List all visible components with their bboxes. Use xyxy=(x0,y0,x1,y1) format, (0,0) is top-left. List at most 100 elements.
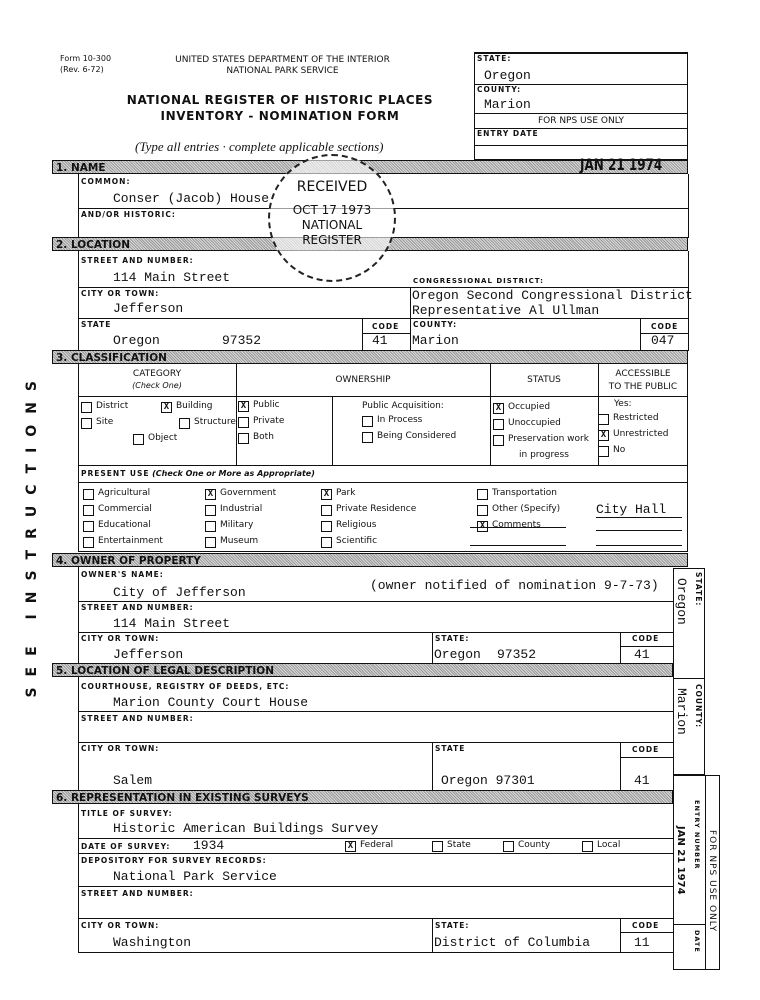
status-continued: in progress xyxy=(519,450,569,460)
legal-city[interactable]: Salem xyxy=(113,773,153,788)
side-nps-only: FOR NPS USE ONLY xyxy=(707,830,717,933)
checkbox[interactable] xyxy=(83,505,94,516)
checkbox-label: Unoccupied xyxy=(508,418,561,428)
checkbox[interactable] xyxy=(432,841,443,852)
side-county-label: COUNTY: xyxy=(694,684,703,729)
checkbox-label: Restricted xyxy=(613,413,659,423)
legal-state[interactable]: Oregon 97301 xyxy=(441,773,535,788)
checkbox-label: Religious xyxy=(336,520,377,530)
checkbox[interactable] xyxy=(83,521,94,532)
checkbox[interactable] xyxy=(477,505,488,516)
checkbox-label: Site xyxy=(96,417,114,427)
form-rev: (Rev. 6-72) xyxy=(60,65,104,74)
street[interactable]: 114 Main Street xyxy=(113,270,231,285)
checkbox-label: Private xyxy=(253,416,285,426)
dept: UNITED STATES DEPARTMENT OF THE INTERIOR xyxy=(175,55,390,65)
checkbox[interactable]: X xyxy=(205,489,216,500)
depo-state-label: STATE: xyxy=(435,921,470,930)
checkbox[interactable] xyxy=(362,432,373,443)
checkbox[interactable]: X xyxy=(493,403,504,414)
checkbox[interactable] xyxy=(205,505,216,516)
checkbox-label: Comments xyxy=(492,520,541,530)
checkbox[interactable]: X xyxy=(161,402,172,413)
checkbox[interactable] xyxy=(362,416,373,427)
depo-city[interactable]: Washington xyxy=(113,935,192,950)
checkbox[interactable] xyxy=(321,521,332,532)
courthouse[interactable]: Marion County Court House xyxy=(113,695,309,710)
checkbox[interactable]: X xyxy=(477,521,488,532)
checkbox-label: Educational xyxy=(98,520,151,530)
checkbox[interactable] xyxy=(582,841,593,852)
owner-zip[interactable]: 97352 xyxy=(497,647,537,662)
checkbox[interactable] xyxy=(493,419,504,430)
checkbox-label: Unrestricted xyxy=(613,429,669,439)
checkbox[interactable] xyxy=(238,433,249,444)
owner-street-label: STREET AND NUMBER: xyxy=(81,603,194,612)
checkbox-label: Entertainment xyxy=(98,536,163,546)
checkbox[interactable] xyxy=(205,537,216,548)
title-line1: NATIONAL REGISTER OF HISTORIC PLACES xyxy=(126,93,434,107)
checkbox[interactable]: X xyxy=(598,430,609,441)
checkbox[interactable] xyxy=(205,521,216,532)
depo-state[interactable]: District of Columbia xyxy=(434,935,591,950)
district-line1[interactable]: Oregon Second Congressional District xyxy=(412,288,693,303)
checkbox[interactable]: X xyxy=(321,489,332,500)
checkbox[interactable] xyxy=(179,418,190,429)
stamp-date: OCT 17 1973 xyxy=(292,203,372,217)
checkbox[interactable] xyxy=(321,505,332,516)
zip[interactable]: 97352 xyxy=(222,333,262,348)
stamp-received: RECEIVED xyxy=(296,179,368,195)
checkbox[interactable]: X xyxy=(345,841,356,852)
legal-code[interactable]: 41 xyxy=(634,773,650,788)
checkbox-label: Structure xyxy=(194,417,236,427)
county-code[interactable]: 047 xyxy=(651,333,675,348)
checkbox[interactable] xyxy=(81,418,92,429)
survey-title[interactable]: Historic American Buildings Survey xyxy=(113,821,379,836)
district-line2[interactable]: Representative Al Ullman xyxy=(412,303,600,318)
state-code[interactable]: 41 xyxy=(372,333,388,348)
checkbox-label: Agricultural xyxy=(98,488,151,498)
received-stamp: RECEIVED OCT 17 1973 NATIONAL REGISTER xyxy=(268,154,396,282)
depo-city-label: CITY OR TOWN: xyxy=(81,921,160,930)
instructions: (Type all entries · complete applicable … xyxy=(135,139,384,154)
checkbox[interactable] xyxy=(493,435,504,446)
checkbox[interactable] xyxy=(598,414,609,425)
checkbox[interactable] xyxy=(598,446,609,457)
side-date-label: DATE xyxy=(693,930,701,953)
owner-street[interactable]: 114 Main Street xyxy=(113,616,231,631)
checkbox-label: Industrial xyxy=(220,504,263,514)
owner-state[interactable]: Oregon xyxy=(434,647,481,662)
checkbox[interactable] xyxy=(133,434,144,445)
side-entry-stamp: JAN 21 1974 xyxy=(675,826,686,895)
county[interactable]: Marion xyxy=(412,333,459,348)
status-header: STATUS xyxy=(527,375,561,385)
common-name[interactable]: Conser (Jacob) House xyxy=(113,191,270,206)
checkbox[interactable] xyxy=(81,402,92,413)
owner-name[interactable]: City of Jefferson xyxy=(113,585,246,600)
owner-name-label: OWNER'S NAME: xyxy=(81,570,164,579)
comments-value[interactable]: City Hall xyxy=(596,502,682,518)
side-state: Oregon xyxy=(674,578,689,625)
checkbox[interactable] xyxy=(321,537,332,548)
depository[interactable]: National Park Service xyxy=(113,869,277,884)
checkbox[interactable] xyxy=(83,537,94,548)
ownership-header: OWNERSHIP xyxy=(335,375,391,385)
present-use-hint: (Check One or More as Appropriate) xyxy=(152,469,315,478)
state[interactable]: Oregon xyxy=(113,333,160,348)
city[interactable]: Jefferson xyxy=(113,301,184,316)
checkbox[interactable] xyxy=(238,417,249,428)
checkbox[interactable] xyxy=(83,489,94,500)
survey-date[interactable]: 1934 xyxy=(193,838,225,853)
nps-only: FOR NPS USE ONLY xyxy=(537,116,625,126)
legal-code-label: CODE xyxy=(632,745,660,754)
checkbox-label: Scientific xyxy=(336,536,378,546)
owner-city[interactable]: Jefferson xyxy=(113,647,184,662)
checkbox[interactable]: X xyxy=(238,401,249,412)
checkbox[interactable] xyxy=(477,489,488,500)
owner-code[interactable]: 41 xyxy=(634,647,650,662)
survey-title-label: TITLE OF SURVEY: xyxy=(81,809,173,818)
checkbox[interactable] xyxy=(503,841,514,852)
street-label: STREET AND NUMBER: xyxy=(81,256,194,265)
depo-code[interactable]: 11 xyxy=(634,935,650,950)
yes-label: Yes: xyxy=(614,399,632,409)
